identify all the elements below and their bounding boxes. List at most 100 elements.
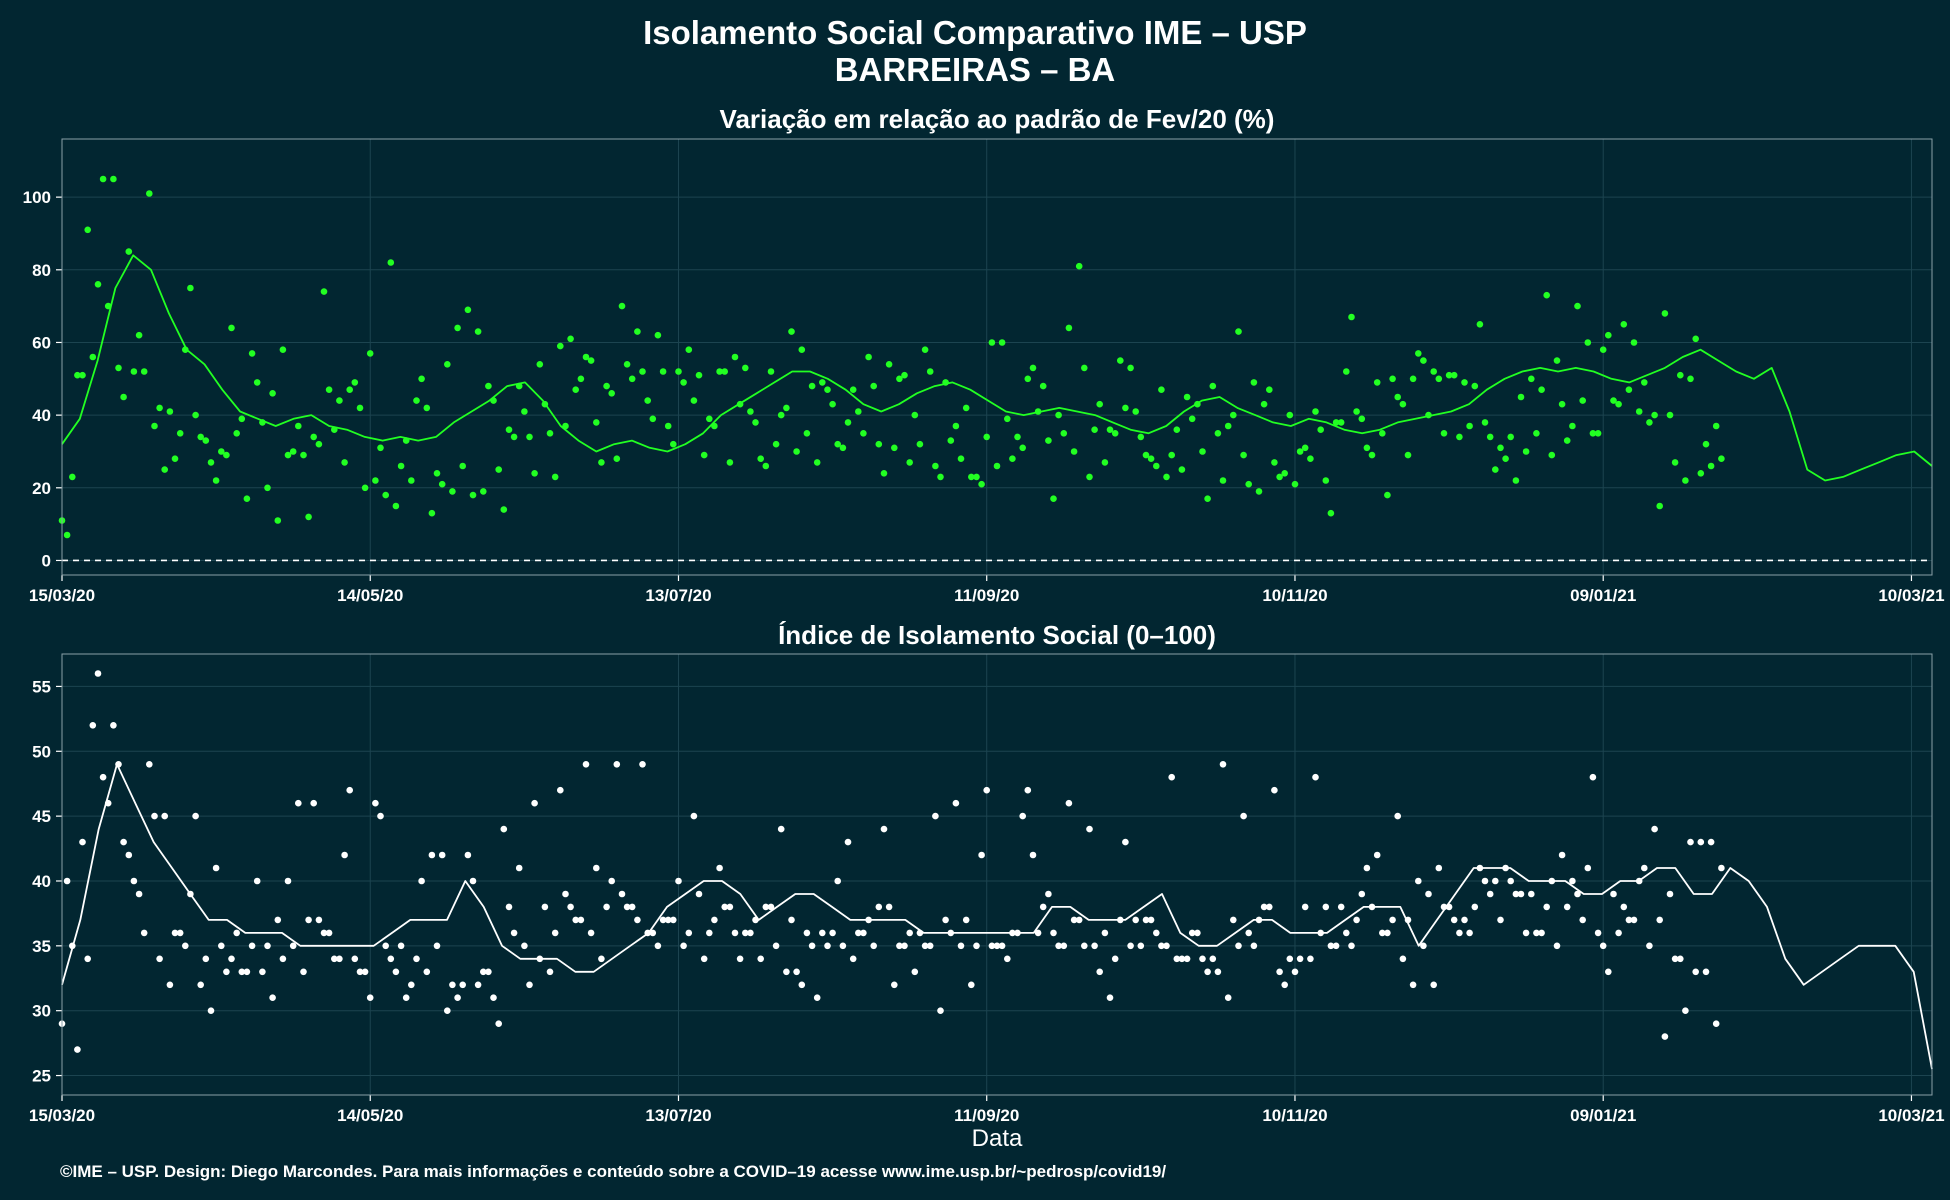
top-data-point: [911, 411, 919, 419]
bottom-data-point: [906, 929, 913, 937]
top-data-point: [1641, 379, 1648, 386]
top-data-point: [906, 459, 913, 466]
top-data-point: [223, 451, 230, 459]
bottom-data-point: [577, 916, 585, 924]
bottom-data-point: [551, 929, 559, 937]
bottom-data-point: [1666, 890, 1674, 898]
top-data-point: [238, 415, 246, 423]
bottom-data-point: [454, 994, 461, 1001]
top-data-point: [356, 404, 364, 412]
top-data-point: [1214, 430, 1222, 437]
top-data-point: [921, 346, 929, 354]
top-data-point: [937, 473, 944, 481]
bottom-data-point: [1091, 942, 1098, 950]
bottom-data-point: [1692, 968, 1699, 976]
top-data-point: [587, 357, 595, 364]
bottom-data-point: [1132, 916, 1139, 924]
top-data-point: [341, 459, 348, 466]
top-data-point: [1291, 480, 1299, 488]
top-data-point: [79, 371, 86, 379]
top-data-point: [947, 437, 955, 444]
bottom-data-point: [300, 968, 307, 976]
bottom-data-point: [1055, 942, 1062, 950]
bottom-data-point: [233, 929, 240, 937]
bottom-data-point: [608, 877, 615, 885]
credit-line: ©IME – USP. Design: Diego Marcondes. Par…: [60, 1162, 1166, 1181]
top-data-point: [469, 491, 477, 499]
top-data-point: [295, 422, 302, 430]
top-data-point: [1712, 422, 1720, 430]
top-data-point: [207, 459, 215, 466]
bottom-data-point: [855, 929, 862, 937]
bottom-data-point: [1538, 929, 1545, 937]
top-data-point: [74, 371, 81, 379]
bottom-data-point: [1266, 903, 1273, 911]
top-data-point: [130, 368, 138, 375]
bottom-data-point: [557, 786, 564, 794]
top-data-point: [125, 248, 133, 255]
bottom-data-point: [1070, 916, 1078, 924]
bottom-data-point: [474, 981, 482, 989]
top-data-point: [1117, 357, 1124, 364]
bottom-data-point: [510, 929, 518, 937]
bottom-data-point: [331, 955, 338, 963]
top-data-point: [433, 470, 441, 477]
bottom-data-point: [1492, 877, 1499, 885]
top-data-point: [1702, 440, 1710, 448]
bottom-x-tick-label: 14/05/20: [337, 1106, 403, 1125]
bottom-data-point: [649, 929, 657, 937]
top-data-point: [1245, 480, 1252, 488]
top-data-point: [855, 408, 862, 415]
bottom-data-point: [1127, 942, 1134, 950]
bottom-data-point: [269, 994, 276, 1001]
top-data-point: [1296, 448, 1304, 455]
bottom-data-point: [1420, 942, 1427, 950]
top-data-point: [449, 488, 456, 495]
bottom-panel: 15/03/20 14/05/20 13/07/20 11/09/20 10/11/20…: [29, 653, 1945, 1125]
top-data-point: [973, 473, 980, 481]
bottom-data-point: [1019, 812, 1026, 820]
bottom-data-point: [1240, 812, 1247, 820]
top-data-point: [1260, 400, 1268, 408]
bottom-data-point: [197, 981, 204, 989]
bottom-data-point: [1517, 890, 1525, 898]
top-data-point: [1522, 448, 1530, 455]
bottom-data-point: [1615, 929, 1622, 937]
bottom-data-point: [700, 955, 708, 963]
top-data-point: [1538, 386, 1545, 394]
top-data-point: [1327, 509, 1335, 517]
bottom-data-point: [531, 799, 538, 807]
top-data-point: [94, 281, 102, 288]
bottom-data-point: [885, 903, 893, 911]
bottom-data-point: [1183, 955, 1191, 963]
top-data-point: [377, 444, 384, 452]
top-data-point: [140, 368, 148, 375]
bottom-data-point: [315, 916, 323, 924]
top-data-point: [1558, 400, 1566, 408]
top-data-point: [218, 448, 225, 455]
top-data-point: [680, 379, 687, 386]
bottom-data-point: [1522, 929, 1530, 937]
bottom-data-point: [166, 981, 174, 989]
bottom-data-point: [1379, 929, 1386, 937]
bottom-data-point: [932, 812, 939, 820]
bottom-data-point: [1558, 851, 1566, 859]
top-data-point: [1697, 470, 1705, 477]
top-data-point: [695, 371, 703, 379]
top-data-point: [1671, 459, 1679, 466]
top-data-point: [1240, 451, 1247, 459]
top-data-point: [1219, 477, 1227, 484]
bottom-data-point: [526, 981, 533, 989]
bottom-data-point: [819, 929, 826, 937]
top-data-point: [1409, 375, 1417, 383]
top-data-point: [849, 386, 857, 394]
bottom-data-point: [1481, 877, 1489, 885]
bottom-data-point: [63, 877, 71, 885]
bottom-x-tick-label: 15/03/20: [29, 1106, 95, 1125]
bottom-data-point: [1245, 929, 1252, 937]
bottom-data-point: [469, 877, 477, 885]
bottom-data-point: [813, 994, 821, 1001]
bottom-data-point: [146, 761, 153, 768]
bottom-data-point: [1050, 929, 1057, 937]
bottom-data-point: [1682, 1007, 1689, 1014]
